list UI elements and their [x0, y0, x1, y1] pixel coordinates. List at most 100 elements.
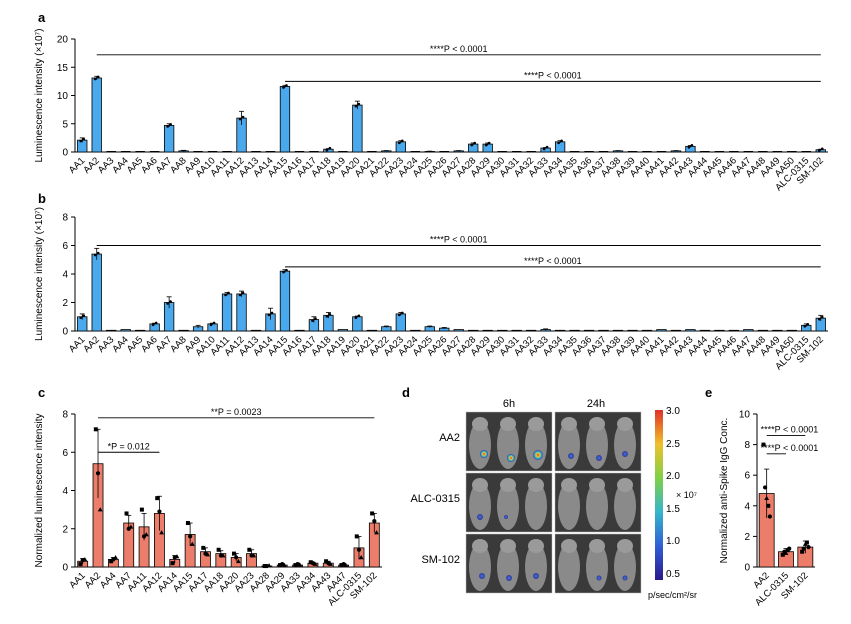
- data-point: [93, 427, 98, 432]
- mouse-head: [617, 478, 633, 492]
- data-point: [224, 293, 227, 297]
- mouse-body: [614, 543, 636, 591]
- luminescence-spot: [479, 573, 485, 579]
- data-point: [767, 514, 772, 519]
- data-point: [312, 561, 318, 566]
- data-point: [308, 560, 313, 565]
- y-tick-label: 20: [57, 35, 69, 46]
- mouse-body: [469, 543, 491, 591]
- bar: [685, 329, 696, 332]
- bar: [468, 329, 479, 332]
- data-point: [169, 300, 172, 303]
- color-scale-bar: [655, 410, 663, 580]
- y-tick-label: 8: [744, 440, 750, 451]
- data-point: [266, 563, 272, 568]
- data-point: [560, 139, 563, 143]
- bar: [743, 329, 754, 332]
- data-point: [285, 268, 288, 272]
- luminescence-spot: [596, 575, 602, 581]
- data-point: [235, 558, 241, 564]
- panel-label-c: c: [38, 385, 45, 400]
- significance-label: ****P < 0.0001: [430, 235, 488, 245]
- data-point: [817, 317, 821, 321]
- bar: [178, 329, 189, 332]
- y-tick-label: 10: [739, 410, 751, 421]
- mouse-body: [525, 482, 547, 530]
- data-point: [357, 314, 361, 318]
- bar: [207, 323, 218, 332]
- mouse-head: [472, 478, 488, 492]
- scale-tick: 1.5: [666, 504, 680, 515]
- data-point: [282, 270, 285, 274]
- bar: [699, 329, 711, 332]
- data-point: [216, 547, 221, 552]
- panel-label-a: a: [38, 10, 46, 25]
- mouse-head: [472, 539, 488, 553]
- scale-tick: 0.5: [666, 569, 680, 580]
- bar: [395, 313, 406, 332]
- data-point: [205, 552, 211, 557]
- bar: [525, 329, 537, 332]
- data-point: [170, 561, 175, 566]
- mouse-head: [589, 478, 605, 492]
- data-point: [354, 104, 358, 108]
- data-point: [282, 562, 287, 567]
- data-point: [354, 316, 358, 320]
- data-point: [762, 485, 768, 490]
- data-point: [401, 311, 404, 315]
- data-point: [234, 555, 239, 560]
- data-point: [820, 315, 824, 319]
- row-label-alc0315: ALC-0315: [410, 493, 460, 505]
- data-point: [227, 291, 230, 295]
- bar: [598, 329, 609, 332]
- data-point: [473, 141, 477, 145]
- significance-label: ****P < 0.0001: [430, 44, 488, 54]
- bar: [583, 329, 595, 332]
- bar: [670, 329, 682, 332]
- scale-tick: 3.0: [666, 406, 680, 417]
- data-point: [311, 319, 314, 322]
- data-point: [188, 534, 193, 539]
- mouse-body: [497, 482, 519, 530]
- data-point: [185, 521, 190, 526]
- y-tick-label: 0: [62, 327, 68, 338]
- significance-label: ****P < 0.0001: [524, 256, 582, 266]
- data-point: [238, 293, 242, 297]
- bar: [554, 141, 566, 153]
- mouse-head: [500, 539, 516, 553]
- data-point: [282, 86, 285, 89]
- data-point: [82, 556, 88, 562]
- data-point: [267, 313, 271, 317]
- bar: [279, 86, 291, 153]
- bar: [612, 329, 624, 332]
- data-point: [93, 77, 97, 81]
- data-point: [324, 559, 329, 564]
- bar: [106, 329, 117, 332]
- data-point: [787, 546, 792, 551]
- significance-label: **P = 0.0023: [211, 407, 262, 417]
- luminescence-spot: [480, 450, 488, 458]
- bar: [279, 270, 291, 332]
- bar: [714, 329, 725, 332]
- bar: [221, 293, 233, 332]
- data-point: [820, 147, 824, 151]
- y-axis-label: Luminescence intensity (×10⁷): [34, 207, 45, 341]
- y-tick-label: 8: [62, 213, 68, 224]
- data-point: [174, 554, 180, 559]
- data-point: [154, 321, 158, 325]
- data-point: [328, 561, 333, 566]
- y-tick-label: 6: [62, 448, 68, 459]
- data-point: [690, 144, 694, 147]
- scale-exponent: × 10⁷: [676, 490, 697, 500]
- data-point: [78, 562, 83, 567]
- bar: [135, 329, 146, 332]
- data-point: [803, 325, 807, 328]
- luminescence-spot: [622, 451, 628, 457]
- panel-label-e: e: [705, 385, 712, 400]
- luminescence-spot: [506, 575, 512, 581]
- data-point: [785, 548, 790, 553]
- data-point: [285, 84, 288, 87]
- data-point: [220, 553, 226, 558]
